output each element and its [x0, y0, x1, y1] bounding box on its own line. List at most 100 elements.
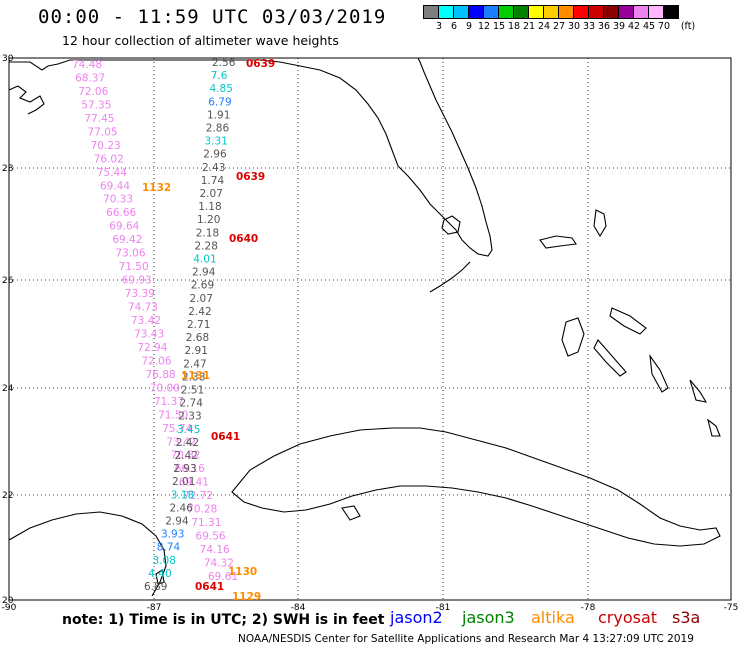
legend-label: 36 [597, 21, 611, 32]
legend-swatch [663, 5, 679, 19]
wave-height-cryosat: 2.93 [173, 463, 196, 475]
satellite-legend-cryosat: cryosat [598, 608, 658, 627]
wave-height-cryosat: 2.33 [178, 411, 201, 423]
wave-height-cryosat: 2.51 [181, 385, 204, 397]
wave-height-cryosat: 4.40 [148, 568, 171, 580]
wave-height-cryosat: 4.85 [210, 83, 233, 95]
yucatan-coast [8, 511, 167, 597]
wave-height-cryosat: 2.42 [188, 306, 211, 318]
wave-height-cryosat: 3.31 [205, 136, 228, 148]
wave-height-s3a: 66.66 [106, 207, 136, 219]
wave-height-cryosat: 2.56 [212, 57, 236, 69]
wave-height-cryosat: 2.28 [195, 240, 218, 252]
wave-height-cryosat: 1.20 [197, 214, 220, 226]
wave-height-cryosat: 8.74 [157, 542, 181, 554]
wave-height-cryosat: 2.47 [183, 358, 206, 370]
wave-height-cryosat: 2.07 [200, 188, 223, 200]
legend-label: 9 [465, 21, 473, 32]
longitude-label: -84 [291, 603, 306, 613]
wave-height-s3a: 57.35 [81, 99, 111, 111]
pass-time-label: 0639 [246, 58, 275, 70]
legend-label: 39 [612, 21, 626, 32]
wave-height-s3a: 70.33 [103, 194, 133, 206]
units-note: note: 1) Time is in UTC; 2) SWH is in fe… [62, 612, 385, 628]
wave-height-cryosat: 7.6 [211, 70, 228, 82]
legend-label: 33 [582, 21, 596, 32]
longitude-label: -87 [147, 603, 162, 613]
wave-height-cryosat: 2.43 [202, 162, 225, 174]
wave-height-s3a: 70.00 [150, 382, 180, 394]
wave-height-cryosat: 2.94 [165, 516, 189, 528]
florida-keys [429, 261, 471, 293]
wave-height-s3a: 69.56 [196, 531, 226, 543]
pass-time-label: 1130 [228, 566, 257, 578]
satellite-legend-jason2: jason2 [390, 608, 443, 627]
wave-height-s3a: 75.44 [97, 167, 127, 179]
footer-credit: NOAA/NESDIS Center for Satellite Applica… [238, 633, 694, 645]
wave-height-s3a: 70.23 [91, 140, 121, 152]
wave-height-cryosat: 2.42 [175, 450, 198, 462]
wave-height-s3a: 66.16 [175, 463, 205, 475]
color-legend: 3 6 9 12 15 18 21 24 27 30 33 36 39 42 45 70 (ft) [423, 5, 695, 33]
legend-label: 6 [450, 21, 458, 32]
wave-height-cryosat: 1.74 [201, 175, 225, 187]
wave-height-cryosat: 2.01 [172, 476, 195, 488]
pass-time-label: 0641 [211, 431, 240, 443]
legend-label: 12 [477, 21, 491, 32]
wave-height-s3a: 74.32 [204, 558, 234, 570]
wave-height-s3a: 73.39 [125, 288, 155, 300]
wave-height-s3a: 70.32 [171, 450, 201, 462]
bahamas-andros [561, 317, 585, 357]
pass-time-label: 1131 [181, 370, 210, 382]
wave-height-cryosat: 6.89 [144, 581, 167, 593]
cuba [231, 427, 721, 547]
wave-height-s3a: 75.74 [162, 423, 192, 435]
map-frame [8, 57, 732, 601]
latitude-label: 30 [2, 54, 14, 64]
legend-label: 3 [435, 21, 443, 32]
wave-height-cryosat: 2.38 [182, 371, 205, 383]
wave-height-s3a: 74.16 [200, 544, 230, 556]
pass-time-label: 1132 [142, 182, 171, 194]
wave-height-s3a: 71.50 [119, 261, 149, 273]
wave-height-s3a: 77.45 [84, 113, 114, 125]
legend-swatches [423, 5, 679, 19]
altimeter-tracks: 74.4868.3772.0657.3577.4577.0570.2376.02… [72, 57, 275, 603]
wave-height-s3a: 69.93 [122, 275, 152, 287]
wave-height-s3a: 74.48 [72, 59, 102, 71]
latitude-label: 22 [2, 491, 13, 501]
wave-height-s3a: 69.64 [109, 221, 139, 233]
map-title: 00:00 - 11:59 UTC 03/03/2019 [38, 6, 387, 28]
cozumel [155, 569, 165, 585]
wave-height-cryosat: 4.01 [193, 254, 216, 266]
longitude-label: -78 [581, 603, 596, 613]
legend-label: 70 [657, 21, 671, 32]
louisiana-coast [8, 85, 45, 115]
legend-label: 30 [567, 21, 581, 32]
wave-height-cryosat: 2.18 [196, 227, 219, 239]
legend-label: 27 [552, 21, 566, 32]
wave-height-s3a: 72.72 [183, 490, 213, 502]
legend-label: 42 [627, 21, 641, 32]
wave-height-cryosat: 2.71 [187, 319, 210, 331]
bahamas-eleuthera [609, 307, 647, 335]
wave-height-cryosat: 3.45 [177, 424, 200, 436]
latitude-label: 24 [2, 384, 14, 394]
wave-height-cryosat: 3.93 [161, 529, 184, 541]
lake-okeechobee [441, 215, 461, 235]
wave-height-cryosat: 2.68 [186, 332, 209, 344]
wave-height-s3a: 69.44 [100, 180, 130, 192]
latitude-label: 20 [2, 596, 14, 606]
satellite-legend-jason3: jason3 [462, 608, 515, 627]
wave-height-cryosat: 2.46 [170, 502, 194, 514]
wave-height-s3a: 72.06 [78, 86, 108, 98]
wave-height-cryosat: 2.74 [180, 398, 204, 410]
wave-height-cryosat: 6.79 [208, 96, 231, 108]
gulf-coast-florida [9, 57, 493, 257]
wave-height-cryosat: 2.86 [206, 123, 230, 135]
wave-height-s3a: 73.43 [134, 328, 164, 340]
bahamas-grand [539, 235, 577, 249]
graticule [9, 58, 731, 600]
bahamas-exuma [593, 339, 627, 377]
